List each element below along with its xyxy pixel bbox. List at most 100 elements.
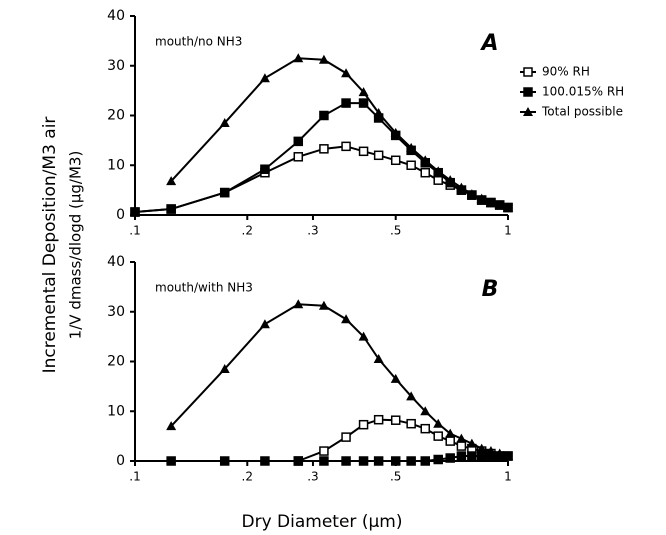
marker-triangle xyxy=(406,142,417,152)
marker-open-square xyxy=(433,431,443,441)
marker-filled-square xyxy=(341,456,351,466)
marker-triangle xyxy=(390,127,401,137)
y-axis-label: 1/V dmass/dlogd (µg/M3) xyxy=(67,151,85,340)
marker-open-square xyxy=(456,441,467,451)
marker-triangle xyxy=(476,443,487,453)
marker-open-square xyxy=(406,418,416,429)
marker-open-square xyxy=(341,432,351,442)
marker-triangle xyxy=(259,319,270,329)
marker-triangle xyxy=(456,182,467,192)
marker-triangle xyxy=(373,354,384,364)
y-tick-label: 30 xyxy=(107,58,125,74)
x-axis-label: Dry Diameter (µm) xyxy=(242,512,403,532)
x-tick-label: 1 xyxy=(504,224,512,238)
marker-triangle xyxy=(373,108,384,118)
series-line xyxy=(170,57,509,209)
marker-open-square xyxy=(445,436,455,446)
marker-open-square xyxy=(420,423,431,434)
marker-open-square xyxy=(319,446,329,456)
marker-triangle xyxy=(445,428,456,438)
marker-triangle xyxy=(293,53,304,63)
marker-triangle xyxy=(494,448,505,458)
legend-label: 90% RH xyxy=(542,65,590,79)
marker-triangle xyxy=(503,202,513,212)
marker-triangle xyxy=(358,87,369,97)
x-tick-label: .3 xyxy=(307,224,318,238)
legend-label: 100.015% RH xyxy=(542,85,624,99)
y-tick-label: 10 xyxy=(107,157,125,173)
marker-open-square xyxy=(523,67,533,77)
marker-triangle xyxy=(219,363,230,373)
marker-filled-square xyxy=(341,98,351,108)
marker-open-square xyxy=(341,141,351,152)
marker-triangle xyxy=(456,433,467,443)
marker-filled-square xyxy=(420,456,431,466)
panel-annotation: mouth/no NH3 xyxy=(155,35,242,49)
marker-filled-square xyxy=(260,456,270,466)
marker-filled-square xyxy=(219,456,230,466)
marker-open-square xyxy=(373,150,384,161)
panel-label: B xyxy=(482,277,499,302)
marker-open-square xyxy=(293,152,304,162)
marker-triangle xyxy=(433,418,444,428)
y-tick-label: 40 xyxy=(107,254,125,270)
marker-triangle xyxy=(358,331,369,341)
marker-triangle xyxy=(406,391,417,401)
y-tick-label: 0 xyxy=(116,453,125,469)
y-tick-label: 10 xyxy=(107,403,125,419)
marker-filled-square xyxy=(467,451,477,461)
marker-filled-square xyxy=(219,187,230,198)
marker-triangle xyxy=(166,176,177,186)
y-tick-label: 20 xyxy=(107,108,125,124)
legend-label: Total possible xyxy=(541,105,623,119)
marker-filled-square xyxy=(373,456,384,466)
x-tick-label: .2 xyxy=(242,470,253,484)
marker-filled-square xyxy=(433,454,443,465)
marker-triangle xyxy=(259,73,270,83)
marker-filled-square xyxy=(293,136,304,147)
marker-filled-square xyxy=(260,164,270,174)
marker-triangle xyxy=(494,200,505,210)
marker-filled-square xyxy=(319,456,329,466)
marker-triangle xyxy=(219,117,230,127)
marker-triangle xyxy=(420,155,431,165)
marker-triangle xyxy=(420,406,431,416)
marker-triangle xyxy=(523,107,533,116)
marker-triangle xyxy=(293,299,304,309)
marker-triangle xyxy=(466,438,477,448)
panel-label: A xyxy=(479,31,498,56)
marker-open-square xyxy=(319,144,329,154)
marker-triangle xyxy=(318,300,329,310)
x-tick-label: .1 xyxy=(129,224,140,238)
marker-open-square xyxy=(358,146,369,157)
marker-open-square xyxy=(373,414,384,425)
marker-filled-square xyxy=(166,204,176,214)
y-tick-label: 30 xyxy=(107,304,125,320)
panel-annotation: mouth/with NH3 xyxy=(155,281,253,295)
marker-filled-square xyxy=(319,110,329,121)
marker-triangle xyxy=(485,446,496,456)
y-tick-label: 40 xyxy=(107,8,125,24)
marker-triangle xyxy=(318,54,329,64)
marker-filled-square xyxy=(523,87,533,97)
marker-triangle xyxy=(466,189,477,199)
marker-filled-square xyxy=(456,451,467,461)
marker-open-square xyxy=(358,419,369,430)
marker-triangle xyxy=(445,175,456,185)
y-tick-label: 0 xyxy=(116,207,125,223)
x-tick-label: .3 xyxy=(307,470,318,484)
marker-triangle xyxy=(485,197,496,207)
marker-filled-square xyxy=(390,456,401,466)
marker-open-square xyxy=(420,167,431,178)
x-tick-label: .5 xyxy=(390,224,401,238)
marker-open-square xyxy=(390,155,401,166)
marker-filled-square xyxy=(406,456,416,466)
marker-triangle xyxy=(476,193,487,203)
marker-triangle xyxy=(341,314,352,324)
marker-triangle xyxy=(433,166,444,176)
x-tick-label: .2 xyxy=(242,224,253,238)
marker-triangle xyxy=(166,421,177,431)
marker-filled-square xyxy=(358,98,369,108)
series-line xyxy=(170,303,509,457)
